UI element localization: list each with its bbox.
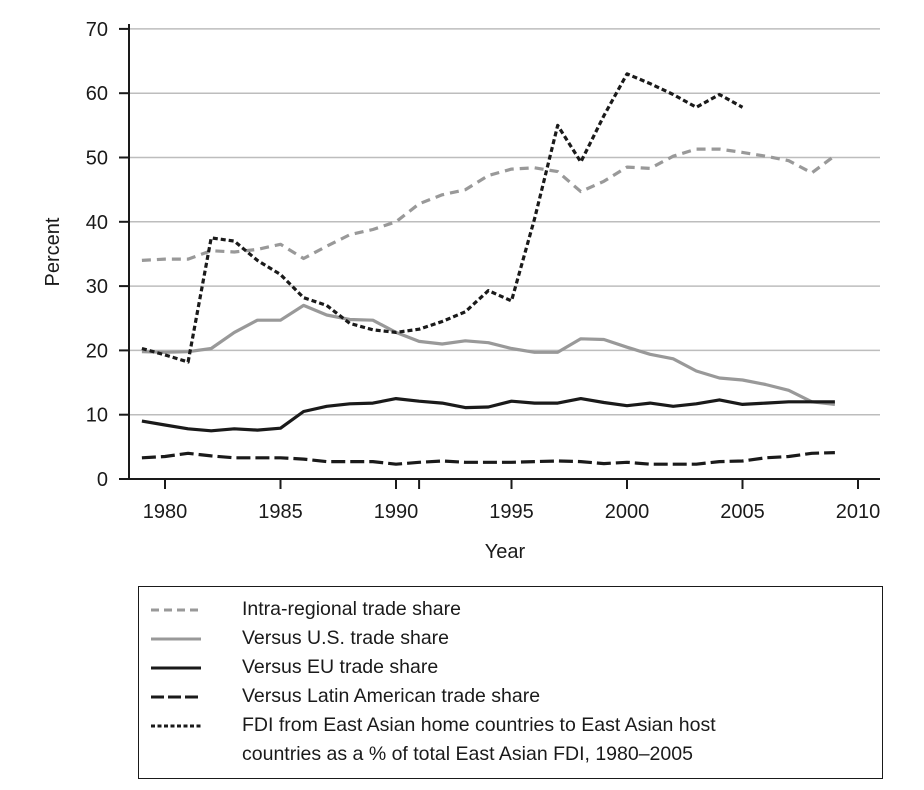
series-line-4 xyxy=(141,72,744,364)
series-line-3 xyxy=(141,451,835,466)
y-ticks: 0 10 20 30 40 50 60 70 xyxy=(86,19,129,491)
y-tick-label: 0 xyxy=(97,469,108,491)
series-line-2 xyxy=(141,397,835,433)
y-tick-label: 60 xyxy=(86,83,108,105)
y-tick-label: 50 xyxy=(86,148,108,170)
y-tick-label: 70 xyxy=(86,19,108,41)
gridlines xyxy=(130,28,880,416)
series-line-0 xyxy=(141,147,836,262)
legend-label: FDI from East Asian home countries to Ea… xyxy=(242,714,716,736)
x-tick-label: 2010 xyxy=(836,501,881,523)
black-long-dash-line-swatch-icon xyxy=(151,695,201,699)
x-axis-title: Year xyxy=(485,541,526,563)
legend-label-continued: countries as a % of total East Asian FDI… xyxy=(242,743,693,765)
x-tick-label: 2005 xyxy=(720,501,765,523)
x-tick-label: 1980 xyxy=(143,501,188,523)
line-chart: 0 10 20 30 40 50 60 70 1980 1985 1990 1995 2000 2005… xyxy=(42,19,881,563)
legend-label: Versus U.S. trade share xyxy=(242,627,450,649)
gray-solid-line-swatch-icon xyxy=(151,637,201,641)
y-tick-label: 40 xyxy=(86,212,108,234)
black-short-dash-line-swatch-icon xyxy=(151,724,201,728)
x-ticks: 1980 1985 1990 1995 2000 2005 2010 xyxy=(143,479,881,523)
x-tick-label: 1990 xyxy=(374,501,419,523)
gray-dashed-line-swatch-icon xyxy=(151,608,201,612)
legend-label: Versus EU trade share xyxy=(242,656,439,678)
black-solid-line-swatch-icon xyxy=(151,666,201,670)
legend-label: Intra-regional trade share xyxy=(242,598,461,620)
legend-label: Versus Latin American trade share xyxy=(242,685,541,707)
y-axis-title: Percent xyxy=(42,217,64,286)
y-tick-label: 30 xyxy=(86,276,108,298)
y-tick-label: 20 xyxy=(86,340,108,362)
series-line-1 xyxy=(141,303,836,406)
x-tick-label: 2000 xyxy=(605,501,650,523)
x-tick-label: 1985 xyxy=(258,501,303,523)
series-lines xyxy=(141,72,836,466)
x-tick-label: 1995 xyxy=(489,501,534,523)
chart-legend: Intra-regional trade share Versus U.S. t… xyxy=(138,586,883,779)
axes xyxy=(128,24,880,480)
y-tick-label: 10 xyxy=(86,405,108,427)
